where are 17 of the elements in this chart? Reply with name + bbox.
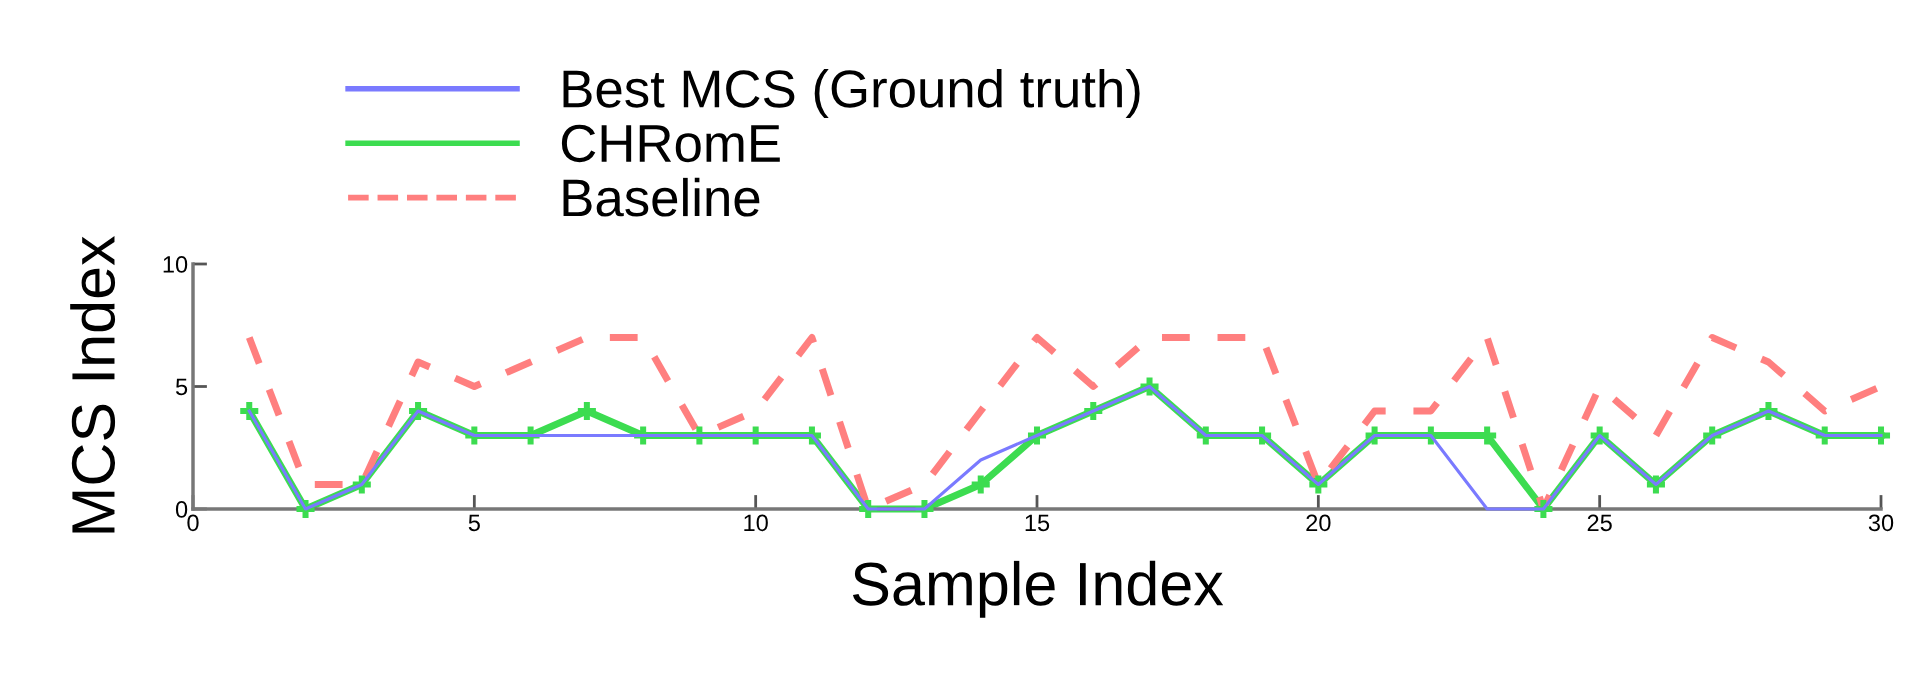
y-tick-label: 5	[175, 378, 188, 396]
y-tick-label: 10	[163, 256, 188, 273]
x-tick-label: 20	[1306, 514, 1331, 532]
x-tick-label: 30	[1868, 514, 1894, 532]
x-tick-label: 5	[468, 514, 480, 532]
x-axis-title: Sample Index	[852, 560, 1224, 618]
legend-label: Best MCS (Ground truth)	[563, 68, 1140, 119]
legend-label: CHRomE	[561, 124, 780, 163]
x-tick-label: 10	[744, 514, 768, 532]
point	[971, 475, 990, 494]
x-tick-label: 15	[1025, 514, 1050, 532]
y-tick-label: 0	[175, 501, 188, 518]
x-tick-label: 25	[1587, 514, 1612, 532]
y-axis-title: MCS Index	[70, 236, 116, 533]
legend-label: Baseline	[563, 177, 760, 217]
point	[577, 401, 596, 421]
x-tick-label: 0	[187, 514, 199, 532]
